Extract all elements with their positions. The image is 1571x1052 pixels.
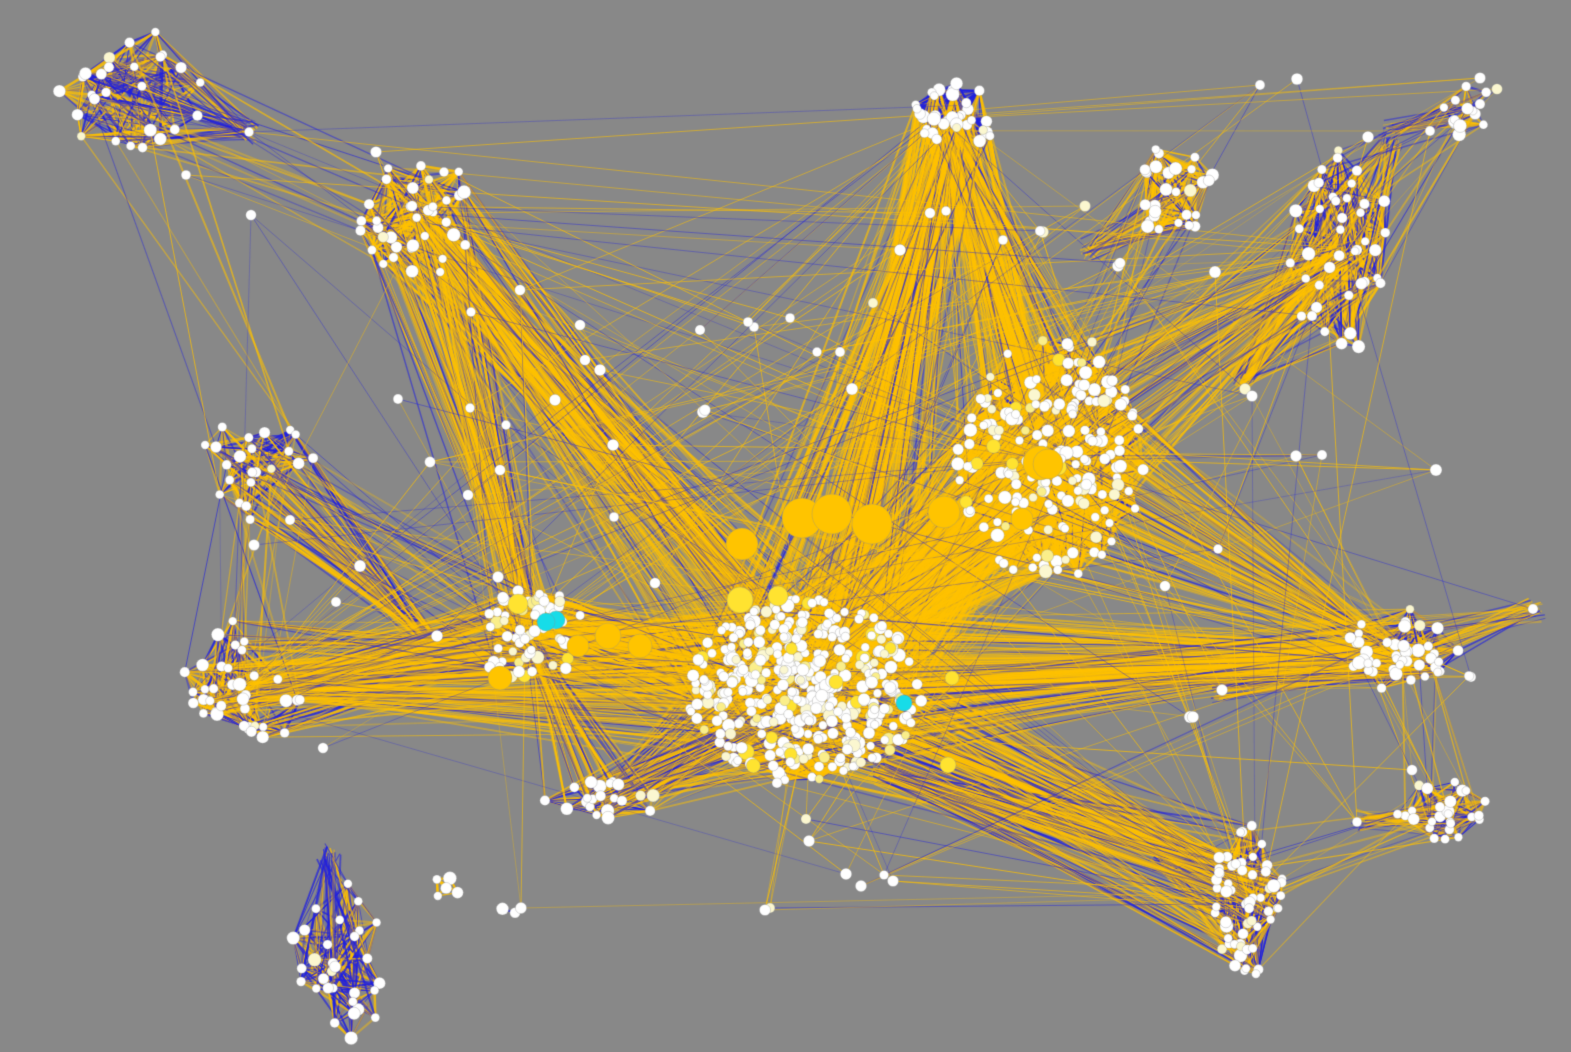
network-graph-canvas[interactable] xyxy=(0,0,1571,1052)
graph-canvas-container[interactable] xyxy=(0,0,1571,1052)
